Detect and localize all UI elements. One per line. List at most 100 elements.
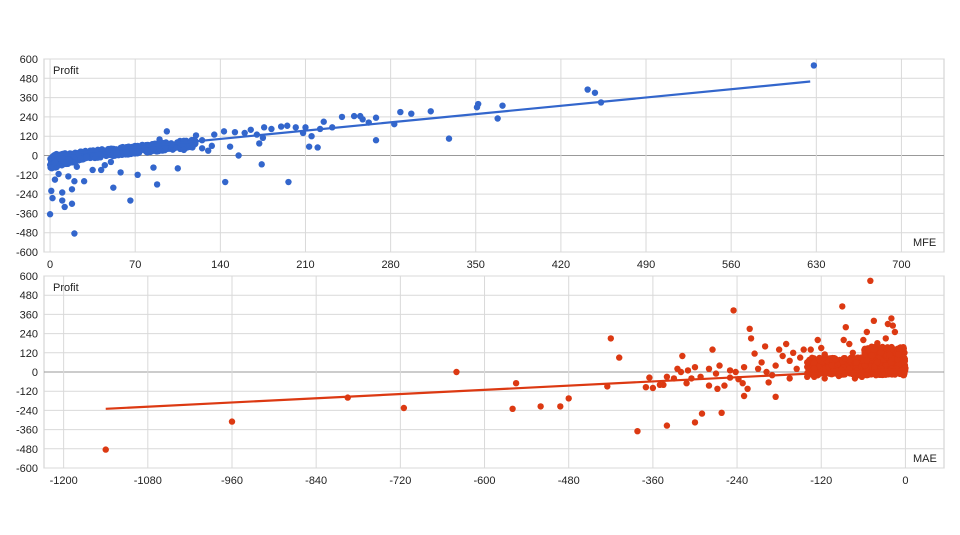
mfe-data-point [211,131,218,138]
mfe-y-tick-label: 240 [20,112,38,124]
mae-data-point [698,410,706,417]
mfe-data-point [305,143,313,150]
mfe-data-point [61,203,68,211]
mfe-trendline-group [49,80,811,157]
mae-data-point [804,363,811,371]
mae-x-tick-label: -840 [305,475,327,487]
mae-data-point [810,359,818,366]
mfe-x-tick-label: 490 [637,259,655,271]
mfe-data-point [153,181,161,188]
mae-data-point [683,380,690,387]
mae-y-tick-label: -360 [16,425,38,437]
mae-data-point [840,336,847,344]
mfe-data-point [302,124,309,131]
mfe-y-tick-label: -480 [16,228,38,240]
mae-data-point [779,352,786,360]
mae-y-tick-label: 120 [20,348,38,360]
mfe-data-point [55,170,62,178]
mae-data-point [739,380,746,387]
mae-data-point [800,346,807,353]
mae-data-point [646,374,653,381]
mfe-data-point [338,113,346,121]
mae-y-tick-label: 240 [20,329,38,341]
mae-data-point [634,428,641,435]
mae-data-point [851,375,859,382]
mae-data-point [832,356,839,363]
mae-data-point [761,343,769,350]
mae-data-point [509,405,516,412]
mae-data-point [828,362,835,369]
mfe-data-point [71,230,78,237]
mae-data-point [863,371,871,379]
mfe-data-point [357,112,364,120]
mfe-data-point [89,166,96,174]
mae-data-point [853,359,860,366]
mae-data-point [841,355,849,362]
mae-data-point [849,349,857,356]
mfe-x-tick-label: 630 [807,259,825,271]
mfe-data-point [220,128,228,135]
mfe-data-point [204,147,212,154]
mfe-data-point [51,176,59,183]
mae-data-point [846,340,853,348]
mae-data-point [877,349,885,356]
mfe-y-tick-labels: -600 -480 -360 -240 -120 0 120 240 360 480 600 [16,54,38,259]
mae-data-point [868,352,876,359]
mae-data-point [726,367,734,374]
mfe-data-point [810,62,818,69]
mfe-x-tick-label: 140 [211,259,229,271]
mae-x-tick-label: -1080 [134,475,162,487]
mfe-data-point [117,169,124,176]
mfe-data-point [83,153,90,161]
mae-data-point [453,368,460,376]
mae-x-axis-label: MAE [913,453,937,465]
mfe-data-point [59,189,66,196]
mae-data-point [691,364,699,371]
mae-y-axis-label: Profit [53,282,79,294]
mfe-y-tick-label: 480 [20,73,38,85]
mfe-data-point [494,115,501,122]
mae-data-point [705,382,713,389]
mae-data-point [772,393,779,400]
mfe-data-point [268,125,275,133]
mae-data-point [872,372,880,379]
mae-data-point [821,375,828,382]
mae-data-point [691,419,699,426]
mfe-data-point [59,154,66,162]
mae-data-point [705,365,713,372]
mae-data-point [889,322,896,329]
mfe-data-point [72,158,79,165]
mfe-y-tick-label: 360 [20,93,38,105]
mae-data-point [867,277,874,284]
mfe-data-point [110,184,117,191]
mae-data-point [537,403,544,410]
mae-data-point [863,328,871,336]
mfe-data-point [285,178,292,186]
mfe-data-point [247,126,254,133]
mae-data-point [740,364,748,371]
mae-data-point [811,373,818,380]
mfe-data-point [284,122,291,129]
mae-x-tick-label: -600 [474,475,496,487]
mfe-y-axis-label: Profit [53,65,79,77]
mae-data-point [886,351,893,358]
mae-data-point [793,365,800,372]
mfe-y-tick-label: 0 [32,151,38,163]
mfe-data-point [80,178,88,185]
mae-data-point [607,335,614,342]
mfe-data-point [231,128,239,136]
mae-x-tick-labels: -1200 -1080 -960 -840 -720 -600 -480 -360 -240 -1… [50,475,909,487]
mfe-data-point [372,114,380,121]
mfe-x-tick-label: 210 [296,259,314,271]
mae-y-tick-label: -120 [16,386,38,398]
mae-data-point [870,317,878,324]
mfe-data-point [198,145,206,152]
mfe-data-point [49,194,56,202]
mfe-y-tick-label: 120 [20,131,38,143]
mae-data-point [891,328,899,336]
mfe-x-tick-labels: 0 70 140 210 280 350 420 490 560 630 700 [47,259,911,271]
mae-data-point [884,320,892,328]
mae-data-point [679,352,686,360]
mfe-gridlines [43,58,945,253]
mae-data-points [102,277,909,453]
